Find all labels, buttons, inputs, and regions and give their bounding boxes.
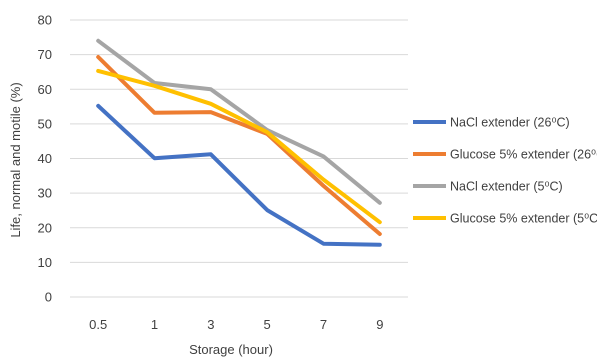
y-tick-label: 70	[38, 47, 52, 62]
x-axis-ticks: 0.5 1 3 5 7 9	[89, 317, 383, 332]
x-tick-label: 1	[151, 317, 158, 332]
y-tick-label: 20	[38, 220, 52, 235]
x-tick-label: 0.5	[89, 317, 107, 332]
y-axis-title: Life, normal and motile (%)	[8, 82, 23, 237]
x-tick-label: 9	[376, 317, 383, 332]
y-tick-label: 50	[38, 116, 52, 131]
y-tick-label: 60	[38, 82, 52, 97]
series-line	[96, 68, 382, 225]
legend-label: NaCl extender (5⁰C)	[450, 180, 563, 194]
x-tick-label: 7	[320, 317, 327, 332]
y-tick-label: 10	[38, 255, 52, 270]
legend-label: Glucose 5% extender (26⁰C)	[450, 148, 597, 162]
series-line	[96, 103, 382, 247]
y-tick-label: 40	[38, 151, 52, 166]
legend-label: NaCl extender (26⁰C)	[450, 116, 570, 130]
legend-label: Glucose 5% extender (5⁰C)	[450, 212, 597, 226]
y-tick-label: 80	[38, 13, 52, 28]
y-tick-label: 30	[38, 186, 52, 201]
y-tick-label: 0	[45, 290, 52, 305]
series-line	[96, 55, 382, 236]
y-axis-ticks: 0 10 20 30 40 50 60 70 80	[38, 13, 52, 305]
series-line	[96, 38, 382, 205]
gridlines	[70, 19, 408, 298]
legend: NaCl extender (26⁰C) Glucose 5% extender …	[413, 116, 597, 226]
x-tick-label: 5	[264, 317, 271, 332]
x-axis-title: Storage (hour)	[189, 342, 273, 357]
series-lines	[96, 38, 382, 247]
x-tick-label: 3	[207, 317, 214, 332]
